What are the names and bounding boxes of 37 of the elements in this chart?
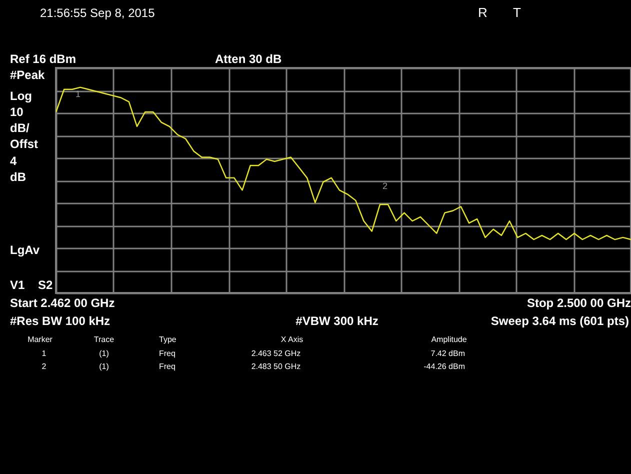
text: 2	[42, 362, 47, 371]
text: 2.463 52 GHz	[251, 349, 301, 358]
text: LgAv	[10, 243, 40, 257]
text: dB/	[10, 121, 30, 135]
text: X Axis	[280, 335, 304, 344]
text: Stop 2.500 00 GHz	[526, 296, 631, 310]
text: 10	[10, 105, 24, 119]
text: Trace	[94, 335, 115, 344]
text: (1)	[99, 349, 110, 358]
chart-title: 21:56:55 Sep 8, 2015	[40, 6, 156, 20]
text: T	[513, 5, 521, 20]
text: V1	[10, 278, 26, 292]
text: 4	[10, 154, 17, 168]
text: Offst	[10, 137, 38, 151]
text: Sweep 3.64 ms (601 pts)	[490, 314, 629, 328]
annotation: 2	[382, 181, 388, 191]
text: Ref 16 dBm	[10, 52, 76, 66]
text: Amplitude	[431, 335, 468, 344]
text: #VBW 300 kHz	[296, 314, 378, 328]
text: Freq	[159, 362, 176, 371]
text: #Peak	[10, 68, 46, 82]
text: S2	[38, 278, 54, 292]
text: 1	[42, 349, 47, 358]
text: 7.42 dBm	[430, 349, 466, 358]
text: (1)	[99, 362, 110, 371]
text: Type	[159, 335, 177, 344]
text: Log	[10, 89, 32, 103]
text: #Res BW 100 kHz	[10, 314, 110, 328]
text: Atten 30 dB	[215, 52, 282, 66]
text: Start 2.462 00 GHz	[10, 296, 115, 310]
text: -44.26 dBm	[424, 362, 466, 371]
text: 2.483 50 GHz	[251, 362, 301, 371]
text: Marker	[28, 335, 53, 344]
text: Freq	[159, 349, 176, 358]
annotation: 1	[75, 89, 81, 99]
text: R	[478, 5, 488, 20]
text: dB	[10, 170, 26, 184]
